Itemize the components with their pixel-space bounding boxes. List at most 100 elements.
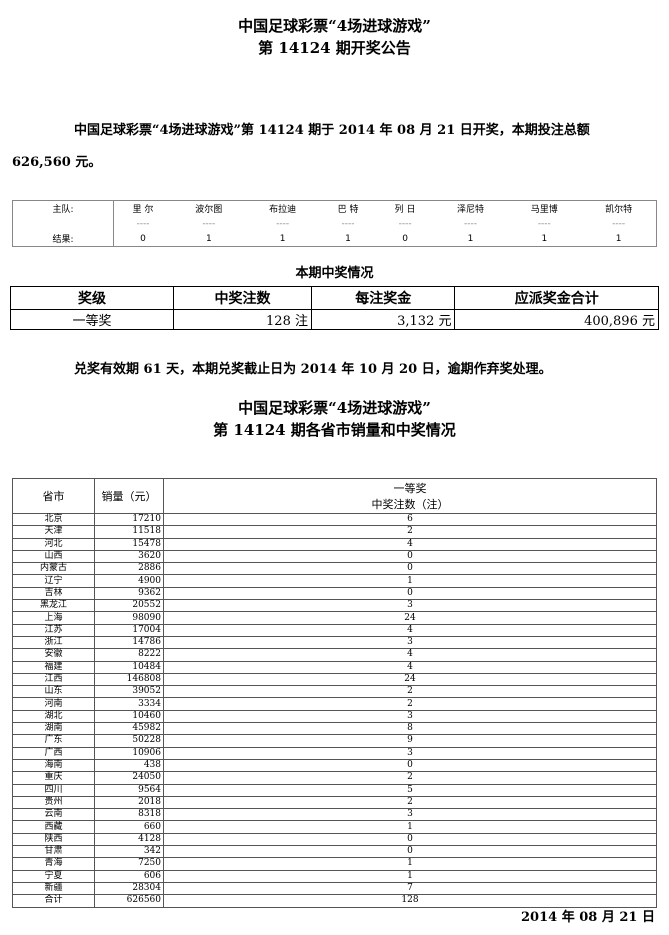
winning-count: 0	[163, 562, 657, 576]
winning-count: 1	[163, 820, 657, 834]
sales: 8222	[94, 648, 164, 662]
separator-dash: ----	[612, 218, 626, 229]
sales: 98090	[94, 611, 164, 625]
sales: 3334	[94, 697, 164, 711]
title-line2: 第 14124 期开奖公告	[258, 39, 411, 57]
sales: 626560	[94, 894, 164, 908]
province-name: 黑龙江	[12, 599, 95, 613]
province-name: 云南	[12, 808, 95, 822]
table-row: 山西 3620 0	[12, 549, 657, 564]
province-name: 辽宁	[12, 574, 95, 588]
team-name: 布拉迪	[269, 205, 297, 215]
table-row: 湖南 45982 8	[12, 722, 657, 736]
winning-count: 2	[163, 795, 657, 810]
table-row: 贵州 2018 2	[12, 795, 657, 810]
winning-count: 5	[163, 783, 657, 797]
province-name: 上海	[12, 611, 95, 625]
table-row: 新疆 28304 7	[12, 881, 657, 896]
separator-dash: ----	[136, 218, 150, 229]
separator-dash: ----	[398, 218, 412, 229]
prize-total: 400,896 元	[454, 309, 659, 330]
table-row: 广西 10906 3	[12, 746, 657, 760]
table-row: 浙江 14786 3	[12, 635, 657, 650]
table-row: 广东 50228 9	[12, 734, 657, 748]
province-name: 合计	[12, 894, 95, 908]
match-result: 1	[467, 233, 474, 244]
province-name: 新疆	[12, 881, 95, 896]
col-header: 一等奖中奖注数（注）	[163, 478, 657, 514]
table-row: 山东 39052 2	[12, 685, 657, 699]
sales: 3620	[94, 549, 164, 564]
announcement-line2: 626,560 元。	[12, 155, 102, 170]
winning-count: 7	[163, 881, 657, 896]
winning-count: 4	[163, 660, 657, 674]
province-name: 福建	[12, 660, 95, 674]
sales: 2886	[94, 562, 164, 576]
province-name: 江苏	[12, 623, 95, 637]
sales: 9564	[94, 783, 164, 797]
col-header: 奖级	[10, 286, 174, 310]
sales: 20552	[94, 599, 164, 613]
prize-count: 128 注	[173, 309, 312, 330]
match-table: 主队: 里 尔 波尔图 布拉迪 巴 特 列 日 泽尼特 马里博 凯尔特 ---- ---- ---- -…	[12, 200, 657, 247]
province-name: 安徽	[12, 648, 95, 662]
province-name: 江西	[12, 672, 95, 687]
table-row: 云南 8318 3	[12, 808, 657, 822]
announcement-line1: 中国足球彩票“4场进球游戏”第 14124 期于 2014 年 08 月 21 …	[74, 123, 590, 138]
winning-count: 8	[163, 722, 657, 736]
sales: 438	[94, 758, 164, 773]
province-name: 河北	[12, 537, 95, 551]
table-row: 上海 98090 24	[12, 611, 657, 625]
province-name: 陕西	[12, 832, 95, 847]
table-row: 甘肃 342 0	[12, 845, 657, 859]
col-header: 中奖注数	[173, 286, 312, 310]
winning-count: 1	[163, 857, 657, 871]
sales: 4128	[94, 832, 164, 847]
province-name: 河南	[12, 697, 95, 711]
table-row: 天津 11518 2	[12, 525, 657, 539]
province-name: 天津	[12, 525, 95, 539]
province-title-line2: 第 14124 期各省市销量和中奖情况	[213, 421, 456, 439]
table-row: 安徽 8222 4	[12, 648, 657, 662]
winning-count: 1	[163, 574, 657, 588]
province-name: 内蒙古	[12, 562, 95, 576]
prize1-header: 一等奖	[393, 482, 427, 495]
province-name: 湖北	[12, 709, 95, 724]
team-name: 波尔图	[195, 205, 223, 215]
province-name: 吉林	[12, 586, 95, 601]
sales: 39052	[94, 685, 164, 699]
province-name: 山东	[12, 685, 95, 699]
winning-count: 2	[163, 685, 657, 699]
sales: 342	[94, 845, 164, 859]
winning-count: 3	[163, 709, 657, 724]
match-result: 1	[279, 233, 286, 244]
prize1-subheader: 中奖注数（注）	[371, 498, 449, 511]
province-title-line1: 中国足球彩票“4场进球游戏”	[238, 399, 431, 417]
winning-count: 0	[163, 845, 657, 859]
col-header: 省市	[12, 478, 95, 514]
table-row: 辽宁 4900 1	[12, 574, 657, 588]
province-name: 广东	[12, 734, 95, 748]
team-name: 泽尼特	[456, 205, 484, 215]
sales: 9362	[94, 586, 164, 601]
table-row: 黑龙江 20552 3	[12, 599, 657, 613]
province-name: 北京	[12, 512, 95, 527]
col-header: 销量（元）	[94, 478, 164, 514]
winning-count: 3	[163, 635, 657, 650]
winning-count: 2	[163, 697, 657, 711]
province-name: 湖南	[12, 722, 95, 736]
winning-count: 9	[163, 734, 657, 748]
redemption-notice: 兑奖有效期 61 天，本期兑奖截止日为 2014 年 10 月 20 日，逾期作…	[74, 362, 552, 377]
province-table: 省市 销量（元） 一等奖 中奖注数（注） 北京 17210 6 天津 11518 2 河北 1547…	[12, 478, 657, 908]
prize-caption: 本期中奖情况	[295, 266, 374, 281]
table-row: 一等奖 128 注 3,132 元 400,896 元	[10, 309, 659, 330]
table-row: 湖北 10460 3	[12, 709, 657, 724]
sales: 4900	[94, 574, 164, 588]
table-row: 青海 7250 1	[12, 857, 657, 871]
team-name: 列 日	[394, 205, 416, 215]
separator-dash: ----	[276, 218, 290, 229]
table-row: 北京 17210 6	[12, 512, 657, 527]
sales: 660	[94, 820, 164, 834]
sales: 17210	[94, 512, 164, 527]
sales: 50228	[94, 734, 164, 748]
